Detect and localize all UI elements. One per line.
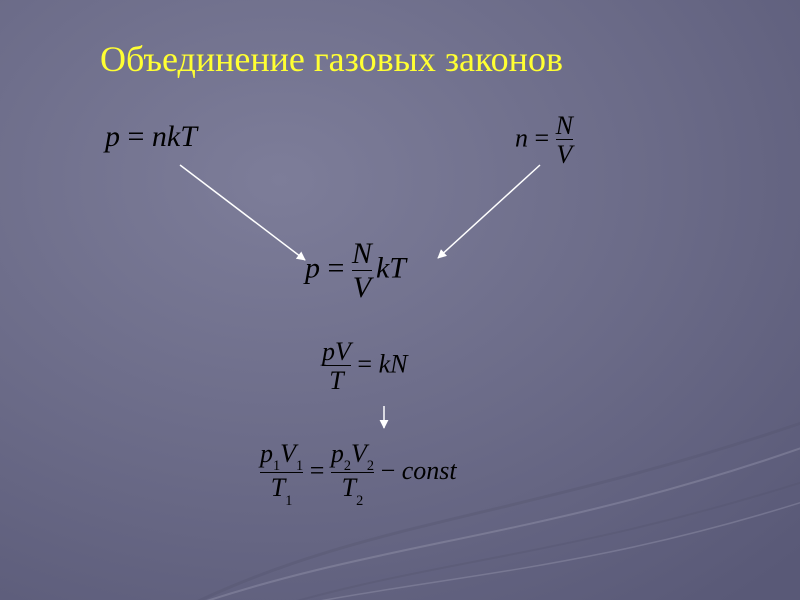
frac-p1V1T1: p1V1 T1 (260, 440, 303, 506)
var-T2b: T (342, 473, 356, 502)
var-N2: N (352, 238, 372, 270)
var-V3: V (335, 337, 351, 366)
var-p2b: p (331, 439, 344, 468)
op-eq5: = (303, 456, 331, 485)
var-p3: p (322, 337, 335, 366)
op-eq3: = (320, 251, 352, 284)
frac-p2V2T2: p2V2 T2 (331, 440, 374, 506)
sub-2b: 2 (367, 458, 374, 474)
var-V1b: V (280, 439, 296, 468)
var-T: T (180, 120, 197, 153)
var-p: p (105, 120, 120, 153)
equation-p-nkT: p = nkT (105, 120, 197, 154)
sub-1c: 1 (285, 493, 292, 509)
var-k2: k (376, 251, 389, 284)
var-V2b: V (351, 439, 367, 468)
sub-1b: 1 (296, 458, 303, 474)
op-eq4: = (351, 349, 379, 378)
sub-2a: 2 (344, 458, 351, 474)
var-n2: n (515, 123, 528, 152)
op-eq: = (120, 120, 152, 153)
sub-1a: 1 (273, 458, 280, 474)
var-p1: p (260, 439, 273, 468)
op-eq2: = (528, 123, 556, 152)
equation-p-NVkT: p = N V kT (305, 238, 406, 303)
slide-title: Объединение газовых законов (100, 38, 563, 80)
var-p2: p (305, 251, 320, 284)
frac-pVT: pV T (322, 338, 351, 395)
var-k3: k (379, 349, 391, 378)
var-N: N (556, 112, 573, 139)
var-n: n (152, 120, 167, 153)
var-T3: T (322, 365, 351, 394)
slide: Объединение газовых законов p = nkT n = … (0, 0, 800, 600)
var-T2: T (389, 251, 406, 284)
const-text: const (402, 456, 457, 485)
var-T1b: T (271, 473, 285, 502)
equation-pVT-kN: pV T = kN (322, 338, 407, 395)
var-V2: V (352, 270, 372, 304)
op-minus: − (374, 456, 402, 485)
var-N3: N (390, 349, 407, 378)
var-V: V (556, 139, 573, 168)
sub-2c: 2 (356, 493, 363, 509)
equation-n-NV: n = N V (515, 112, 573, 169)
frac-NV2: N V (352, 238, 372, 303)
frac-NV: N V (556, 112, 573, 169)
equation-combined-gas-law: p1V1 T1 = p2V2 T2 − const (260, 440, 457, 506)
var-k: k (167, 120, 180, 153)
